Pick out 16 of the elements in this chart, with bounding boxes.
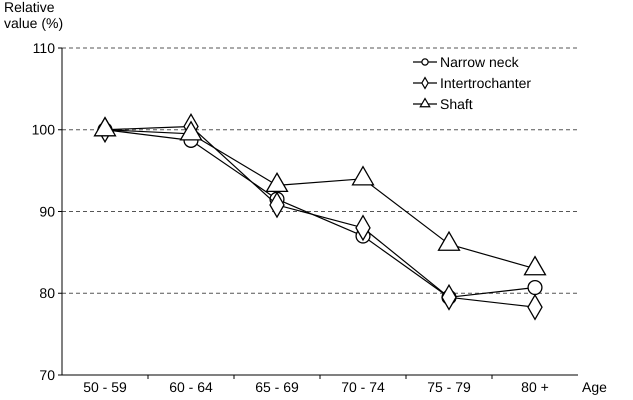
x-tick-label: 70 - 74 xyxy=(341,379,386,395)
x-tick-label: 60 - 64 xyxy=(169,379,214,395)
y-tick-label: 110 xyxy=(32,40,56,56)
legend-label: Intertrochanter xyxy=(440,74,532,91)
y-axis-title: Relative value (%) xyxy=(4,0,64,31)
x-tick-label: 80 + xyxy=(521,379,549,395)
y-tick-label: 80 xyxy=(39,285,56,302)
y-tick-label: 100 xyxy=(32,122,56,138)
x-tick-label: 75 - 79 xyxy=(427,379,472,395)
x-tick-label: 65 - 69 xyxy=(255,379,300,395)
x-tick-label: 50 - 59 xyxy=(83,379,128,395)
y-tick-label: 70 xyxy=(39,366,56,383)
legend-label: Narrow neck xyxy=(440,54,520,70)
y-tick-label: 90 xyxy=(39,203,56,220)
legend-label: Shaft xyxy=(440,96,473,112)
x-axis-title: Age xyxy=(582,379,608,395)
